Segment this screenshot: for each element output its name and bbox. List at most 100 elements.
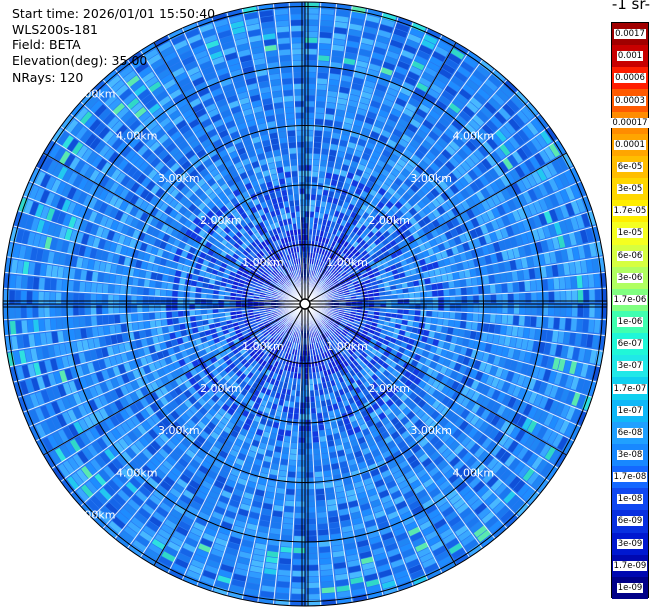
data-cell [33,277,40,291]
data-cell [366,68,379,78]
data-cell [166,283,173,291]
data-cell [469,96,483,109]
data-cell [44,291,50,304]
data-cell [323,263,328,269]
data-cell [506,409,517,422]
data-cell [380,168,390,177]
data-cell [363,80,376,89]
data-cell [350,255,357,261]
data-cell [319,321,325,326]
data-cell [469,228,478,239]
data-cell [561,153,573,168]
data-cell [333,162,342,170]
data-cell [522,403,533,416]
data-cell [452,476,464,488]
data-cell [442,532,457,545]
data-cell [394,435,404,445]
data-cell [365,355,373,362]
data-cell [154,312,161,320]
data-cell [21,290,27,304]
data-cell [384,435,394,444]
data-cell [403,128,415,138]
data-cell [385,254,393,262]
data-cell [321,195,328,202]
data-cell [442,240,451,250]
data-cell [560,290,566,303]
data-cell [437,523,451,535]
data-cell [367,269,374,276]
data-cell [456,65,471,78]
data-cell [409,118,421,128]
data-cell [368,351,375,359]
data-cell [453,443,465,455]
data-cell [292,425,299,431]
data-cell [369,57,383,67]
data-cell [464,329,471,338]
data-cell [334,115,344,122]
data-cell [393,450,403,459]
data-cell [358,246,365,254]
data-cell [397,172,407,182]
data-cell [379,268,386,275]
data-cell [424,343,432,351]
data-cell [427,247,435,256]
data-cell [330,56,343,63]
data-cell [336,181,344,188]
data-cell [460,408,471,419]
data-cell [599,319,606,334]
data-cell [536,458,549,473]
data-cell [305,89,315,96]
data-cell [355,272,362,278]
data-cell [113,305,120,314]
data-cell [510,94,524,109]
data-cell [490,414,501,426]
data-cell [478,467,491,480]
data-cell [330,138,339,145]
data-cell [348,318,355,323]
data-cell [563,359,572,373]
data-cell [500,272,507,283]
data-cell [445,265,452,273]
data-cell [333,255,339,262]
data-cell [365,141,375,150]
data-cell [339,349,345,355]
data-cell [389,133,400,143]
data-cell [455,214,465,224]
data-cell [330,179,338,187]
data-cell [472,430,484,442]
data-cell [306,588,321,594]
data-cell [365,14,380,24]
data-cell [461,312,467,320]
data-cell [385,50,400,60]
data-cell [329,62,342,69]
data-cell [96,283,103,294]
data-cell [166,290,173,298]
data-cell [396,158,407,168]
data-cell [316,500,327,507]
data-cell [408,286,415,293]
data-cell [475,214,485,225]
data-cell [527,420,538,434]
data-cell [397,308,403,314]
data-cell [544,126,557,142]
data-cell [331,247,337,254]
data-cell [352,174,361,182]
data-cell [366,161,376,170]
data-cell [474,502,488,515]
data-cell [373,311,380,316]
data-cell [26,291,33,304]
data-cell [425,284,432,291]
data-cell [548,370,557,384]
data-cell [507,396,517,408]
data-cell [319,558,333,565]
data-cell [341,226,348,234]
data-cell [529,437,541,451]
data-cell [477,529,492,543]
data-cell [359,97,370,105]
data-cell [322,269,327,275]
data-cell [343,275,350,281]
data-cell [425,231,434,240]
data-cell [486,264,494,274]
data-cell [555,343,563,357]
data-cell [526,121,539,136]
